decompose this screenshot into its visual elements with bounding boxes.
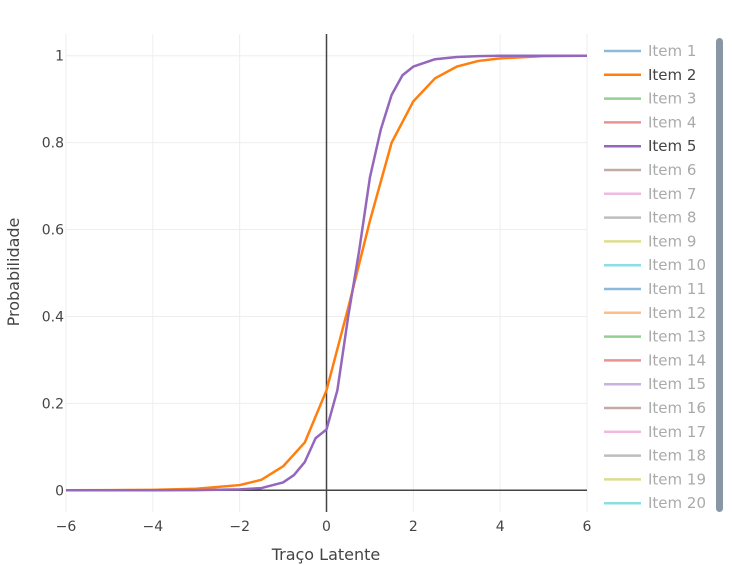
legend-item-19[interactable]: Item 19 (604, 470, 706, 488)
legend-item-10[interactable]: Item 10 (604, 256, 706, 274)
x-axis-title: Traço Latente (271, 545, 381, 564)
legend-label: Item 16 (648, 399, 706, 417)
legend-item-18[interactable]: Item 18 (604, 447, 706, 465)
x-axis-ticks: −6 −4 −2 0 2 4 6 (56, 519, 592, 535)
series-line-item-5 (66, 54, 587, 492)
legend-item-15[interactable]: Item 15 (604, 375, 706, 393)
legend-label: Item 13 (648, 328, 706, 346)
legend-item-5[interactable]: Item 5 (604, 137, 696, 155)
legend-item-2[interactable]: Item 2 (604, 66, 696, 84)
legend-label: Item 20 (648, 494, 706, 512)
legend-label: Item 5 (648, 137, 696, 155)
legend-label: Item 2 (648, 66, 696, 84)
legend-scrollbar[interactable] (716, 38, 723, 512)
legend-item-6[interactable]: Item 6 (604, 161, 696, 179)
legend-label: Item 1 (648, 42, 696, 60)
legend-label: Item 12 (648, 304, 706, 322)
legend-item-8[interactable]: Item 8 (604, 209, 696, 227)
x-tick-label: 4 (496, 519, 505, 535)
x-tick-label: −2 (229, 519, 250, 535)
legend-label: Item 3 (648, 90, 696, 108)
y-tick-label: 1 (55, 49, 64, 65)
legend-label: Item 8 (648, 209, 696, 227)
y-tick-label: 0.2 (42, 396, 64, 412)
x-tick-label: 6 (583, 519, 592, 535)
legend-item-3[interactable]: Item 3 (604, 90, 696, 108)
legend-label: Item 17 (648, 423, 706, 441)
y-tick-label: 0 (55, 483, 64, 499)
x-tick-label: 0 (322, 519, 331, 535)
legend-label: Item 4 (648, 113, 696, 131)
legend-label: Item 15 (648, 375, 706, 393)
legend-item-12[interactable]: Item 12 (604, 304, 706, 322)
y-tick-label: 0.8 (42, 136, 64, 152)
legend-label: Item 14 (648, 351, 706, 369)
legend-label: Item 19 (648, 470, 706, 488)
zero-lines (66, 34, 587, 512)
legend-item-11[interactable]: Item 11 (604, 280, 706, 298)
y-tick-label: 0.6 (42, 223, 64, 239)
legend-item-17[interactable]: Item 17 (604, 423, 706, 441)
legend-item-9[interactable]: Item 9 (604, 232, 696, 250)
legend-item-7[interactable]: Item 7 (604, 185, 696, 203)
y-axis-ticks: 0 0.2 0.4 0.6 0.8 1 (42, 49, 64, 500)
x-tick-label: −6 (56, 519, 77, 535)
legend: Item 1 Item 2 Item 3 Item 4 Item 5 Item 6 Item… (604, 42, 706, 512)
legend-label: Item 10 (648, 256, 706, 274)
legend-label: Item 18 (648, 447, 706, 465)
y-tick-label: 0.4 (42, 309, 64, 325)
legend-label: Item 11 (648, 280, 706, 298)
series-lines (65, 54, 588, 492)
legend-label: Item 6 (648, 161, 696, 179)
legend-label: Item 9 (648, 232, 696, 250)
legend-label: Item 7 (648, 185, 696, 203)
series-line-item-2 (65, 54, 588, 492)
legend-item-16[interactable]: Item 16 (604, 399, 706, 417)
legend-item-20[interactable]: Item 20 (604, 494, 706, 512)
legend-item-1[interactable]: Item 1 (604, 42, 696, 60)
y-axis-title: Probabilidade (4, 218, 23, 327)
x-tick-label: −4 (143, 519, 164, 535)
x-tick-label: 2 (409, 519, 418, 535)
legend-item-14[interactable]: Item 14 (604, 351, 706, 369)
legend-item-4[interactable]: Item 4 (604, 113, 696, 131)
legend-item-13[interactable]: Item 13 (604, 328, 706, 346)
